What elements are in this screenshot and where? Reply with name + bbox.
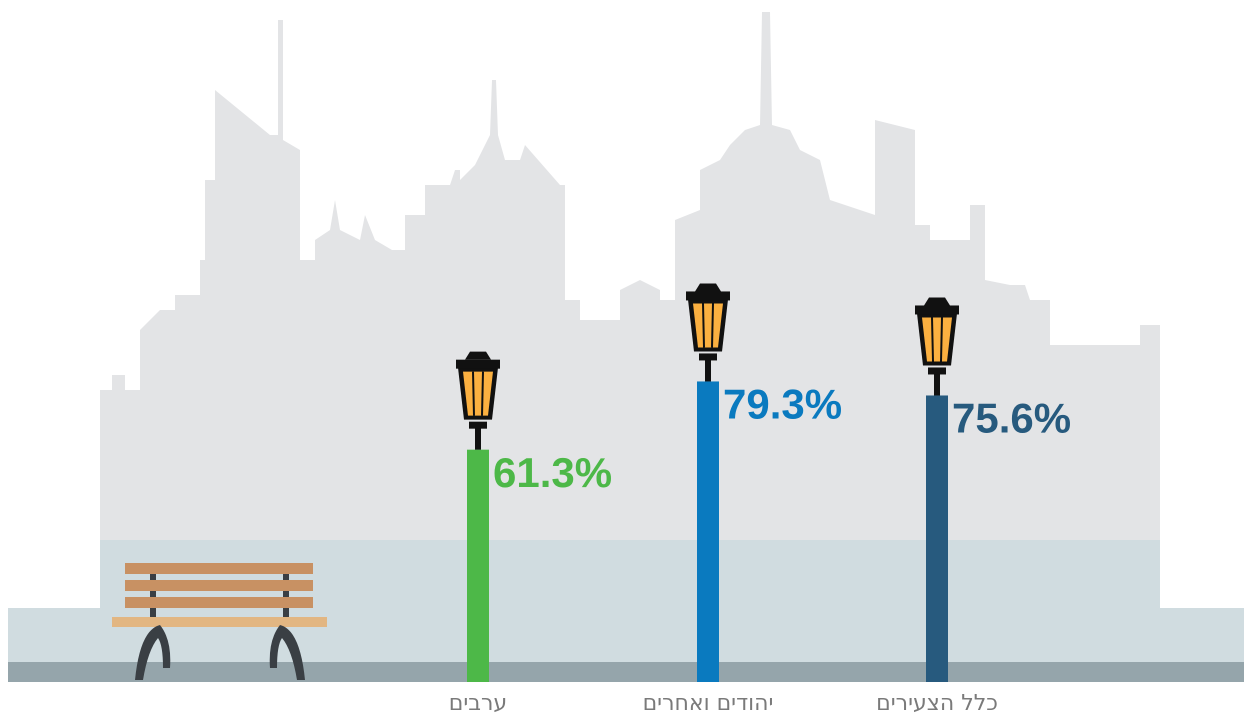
- lamp-post: [475, 427, 481, 450]
- sidewalk: [8, 608, 1244, 662]
- lamp-post: [705, 359, 711, 382]
- bar: [926, 395, 948, 682]
- lamp-glass: [463, 371, 493, 416]
- lamp-cap: [456, 359, 500, 369]
- lamp-top: [924, 297, 950, 306]
- category-label: יהודים ואחרים: [643, 691, 774, 715]
- lamp-bar: [931, 317, 934, 362]
- lamp-bar: [702, 303, 705, 348]
- lamp-post: [934, 373, 940, 396]
- lamp-ring: [699, 353, 717, 361]
- value-label: 61.3%: [493, 449, 612, 496]
- lamp: [915, 297, 959, 396]
- lamp-bar: [481, 371, 484, 416]
- lamp-bar: [472, 371, 475, 416]
- lamp-ring: [928, 367, 946, 375]
- lamp-cap: [915, 305, 959, 315]
- category-label: כלל הצעירים: [876, 691, 998, 715]
- lamp-top: [465, 351, 491, 360]
- lamp-bar: [940, 317, 943, 362]
- lamp-glass: [693, 303, 723, 348]
- lamp-top: [695, 283, 721, 292]
- bar: [697, 381, 719, 682]
- lamp: [456, 351, 500, 450]
- category-label: ערבים: [449, 691, 507, 715]
- bench: [112, 563, 327, 680]
- value-label: 79.3%: [723, 381, 842, 428]
- ground: [8, 662, 1244, 682]
- bar: [467, 449, 489, 682]
- lamp-bar: [711, 303, 714, 348]
- lamp-cap: [686, 291, 730, 301]
- lamp-glass: [922, 317, 952, 362]
- skyline: [100, 12, 1160, 540]
- value-label: 75.6%: [952, 395, 1071, 442]
- lamp: [686, 283, 730, 382]
- lamp-ring: [469, 421, 487, 429]
